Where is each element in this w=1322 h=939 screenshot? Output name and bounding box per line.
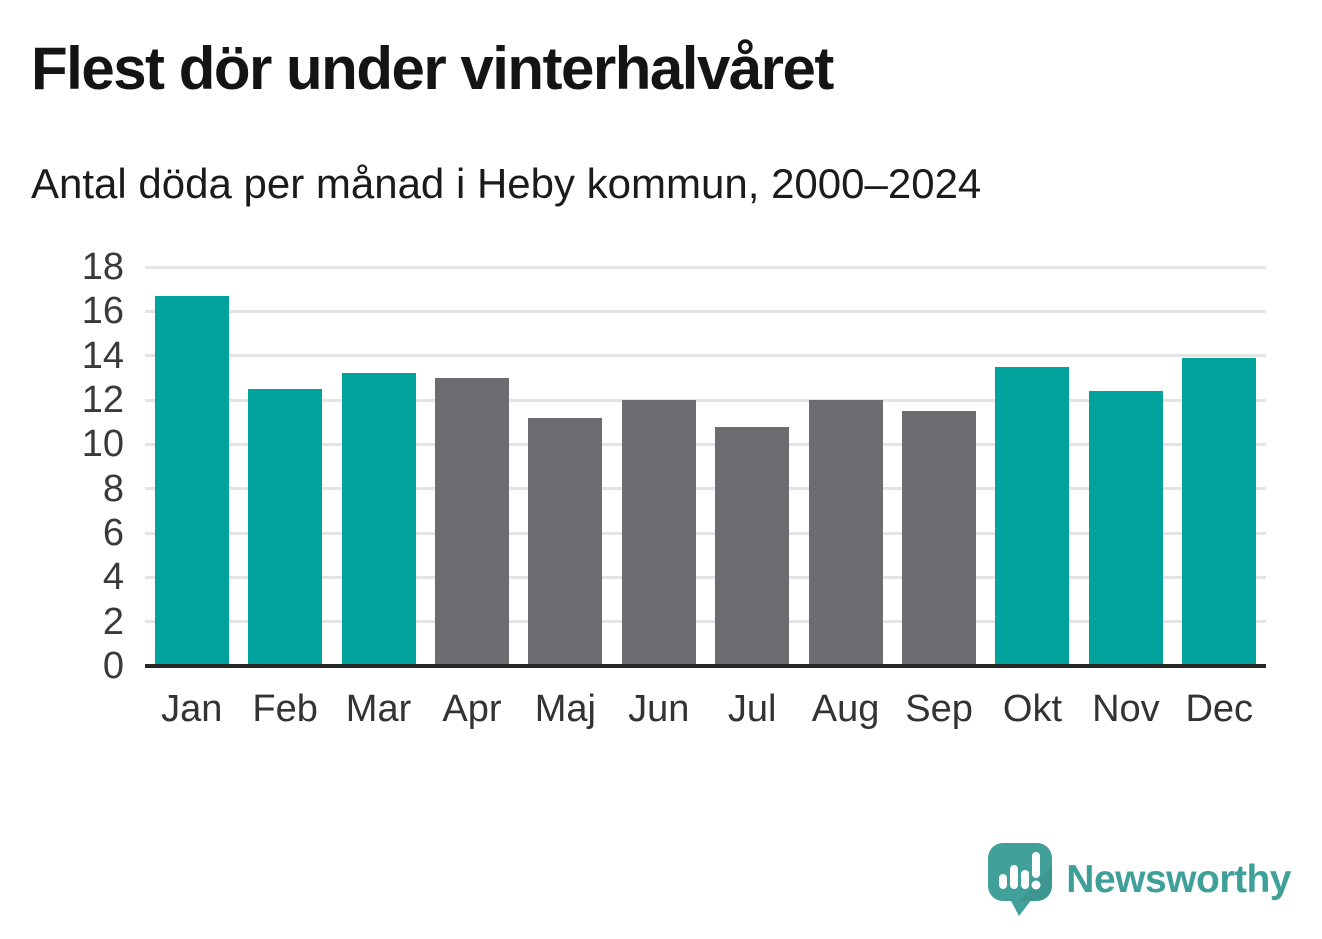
x-label-dec: Dec	[1185, 688, 1254, 730]
gridline-8	[145, 487, 1266, 491]
y-tick-18: 18	[81, 246, 124, 288]
bar-mar	[341, 373, 416, 666]
bar-apr	[434, 377, 509, 666]
gridline-2	[145, 620, 1266, 624]
chart-title: Flest dör under vinterhalvåret	[31, 35, 834, 102]
x-label-feb: Feb	[252, 688, 318, 730]
y-tick-0: 0	[102, 645, 124, 687]
y-tick-8: 8	[102, 467, 124, 510]
gridline-4	[145, 575, 1266, 579]
x-label-jun: Jun	[628, 688, 690, 730]
y-tick-6: 6	[102, 512, 124, 554]
bar-maj	[528, 417, 603, 666]
newsworthy-speech-bubble-bar-chart-icon	[988, 843, 1053, 916]
y-tick-14: 14	[81, 334, 124, 377]
y-tick-4: 4	[102, 556, 124, 599]
x-label-apr: Apr	[442, 688, 502, 730]
x-label-jul: Jul	[727, 688, 777, 730]
gridline-18	[145, 265, 1266, 269]
bar-jan	[154, 295, 229, 666]
gridline-10	[145, 442, 1266, 446]
bar-chart-plot	[145, 265, 1266, 668]
y-tick-10: 10	[81, 423, 124, 466]
newsworthy-logo: Newsworthy	[988, 843, 1291, 917]
bar-sep	[902, 411, 977, 666]
x-axis-labels: Jan Feb Mar Apr Maj Jun Jul Aug Sep Okt Nov Dec	[145, 688, 1266, 736]
bar-jul	[715, 426, 790, 666]
y-axis-labels: 0 2 4 6 8 10 12 14 16 18	[28, 246, 124, 687]
bar-nov	[1088, 391, 1163, 666]
bar-feb	[248, 388, 323, 666]
newsworthy-brand-text: Newsworthy	[1066, 858, 1291, 901]
bar-dec	[1182, 357, 1257, 666]
bar-okt	[995, 366, 1070, 666]
x-axis-line	[145, 664, 1266, 668]
x-label-aug: Aug	[811, 688, 880, 730]
bar-jun	[621, 400, 696, 666]
gridline-16	[145, 309, 1266, 313]
gridline-6	[145, 531, 1266, 535]
gridline-12	[145, 398, 1266, 402]
bar-aug	[808, 400, 883, 666]
x-label-okt: Okt	[1002, 688, 1063, 730]
x-label-nov: Nov	[1092, 688, 1160, 730]
gridline-14	[145, 354, 1266, 358]
x-label-sep: Sep	[905, 688, 973, 730]
x-label-maj: Maj	[534, 688, 596, 730]
y-tick-16: 16	[81, 290, 124, 333]
chart-subtitle: Antal döda per månad i Heby kommun, 2000…	[31, 160, 982, 207]
y-tick-2: 2	[102, 600, 124, 643]
y-tick-12: 12	[81, 379, 124, 421]
x-label-mar: Mar	[345, 688, 412, 730]
x-label-jan: Jan	[161, 688, 223, 730]
